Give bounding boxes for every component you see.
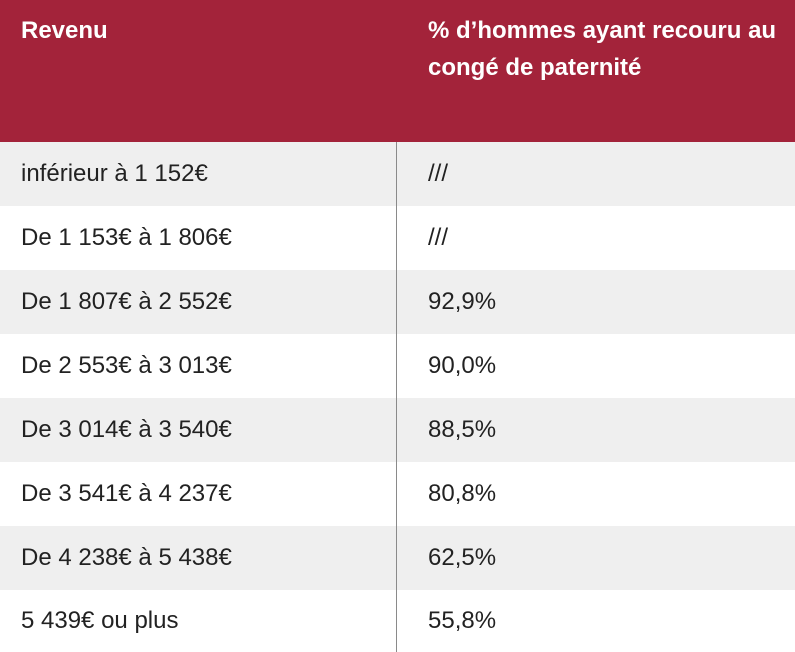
cell-revenu: De 4 238€ à 5 438€ — [0, 526, 397, 590]
header-revenu: Revenu — [21, 17, 108, 44]
table-header: Revenu % d’hommes ayant recouru au congé… — [0, 0, 795, 142]
cell-percentage: 55,8% — [428, 607, 497, 634]
cell-percentage: 90,0% — [428, 352, 497, 379]
cell-revenu: De 1 153€ à 1 806€ — [0, 206, 397, 270]
table-row: De 3 014€ à 3 540€ 88,5% — [0, 398, 795, 462]
table-row: 5 439€ ou plus 55,8% — [0, 590, 795, 652]
table-row: De 2 553€ à 3 013€ 90,0% — [0, 334, 795, 398]
cell-revenu: De 3 541€ à 4 237€ — [0, 462, 397, 526]
cell-revenu: 5 439€ ou plus — [0, 590, 397, 652]
table-row: inférieur à 1 152€ /// — [0, 142, 795, 206]
cell-percentage: 62,5% — [428, 544, 497, 571]
table-row: De 3 541€ à 4 237€ 80,8% — [0, 462, 795, 526]
cell-revenu: inférieur à 1 152€ — [0, 142, 397, 206]
cell-percentage: /// — [428, 224, 449, 251]
header-percentage: % d’hommes ayant recouru au congé de pat… — [428, 17, 777, 81]
table-row: De 4 238€ à 5 438€ 62,5% — [0, 526, 795, 590]
table-row: De 1 807€ à 2 552€ 92,9% — [0, 270, 795, 334]
cell-revenu: De 3 014€ à 3 540€ — [0, 398, 397, 462]
cell-percentage: 92,9% — [428, 288, 497, 315]
cell-percentage: 88,5% — [428, 416, 497, 443]
cell-revenu: De 2 553€ à 3 013€ — [0, 334, 397, 398]
table-body: inférieur à 1 152€ /// De 1 153€ à 1 806… — [0, 142, 795, 652]
table-row: De 1 153€ à 1 806€ /// — [0, 206, 795, 270]
cell-percentage: 80,8% — [428, 480, 497, 507]
cell-percentage: /// — [428, 160, 449, 187]
cell-revenu: De 1 807€ à 2 552€ — [0, 270, 397, 334]
